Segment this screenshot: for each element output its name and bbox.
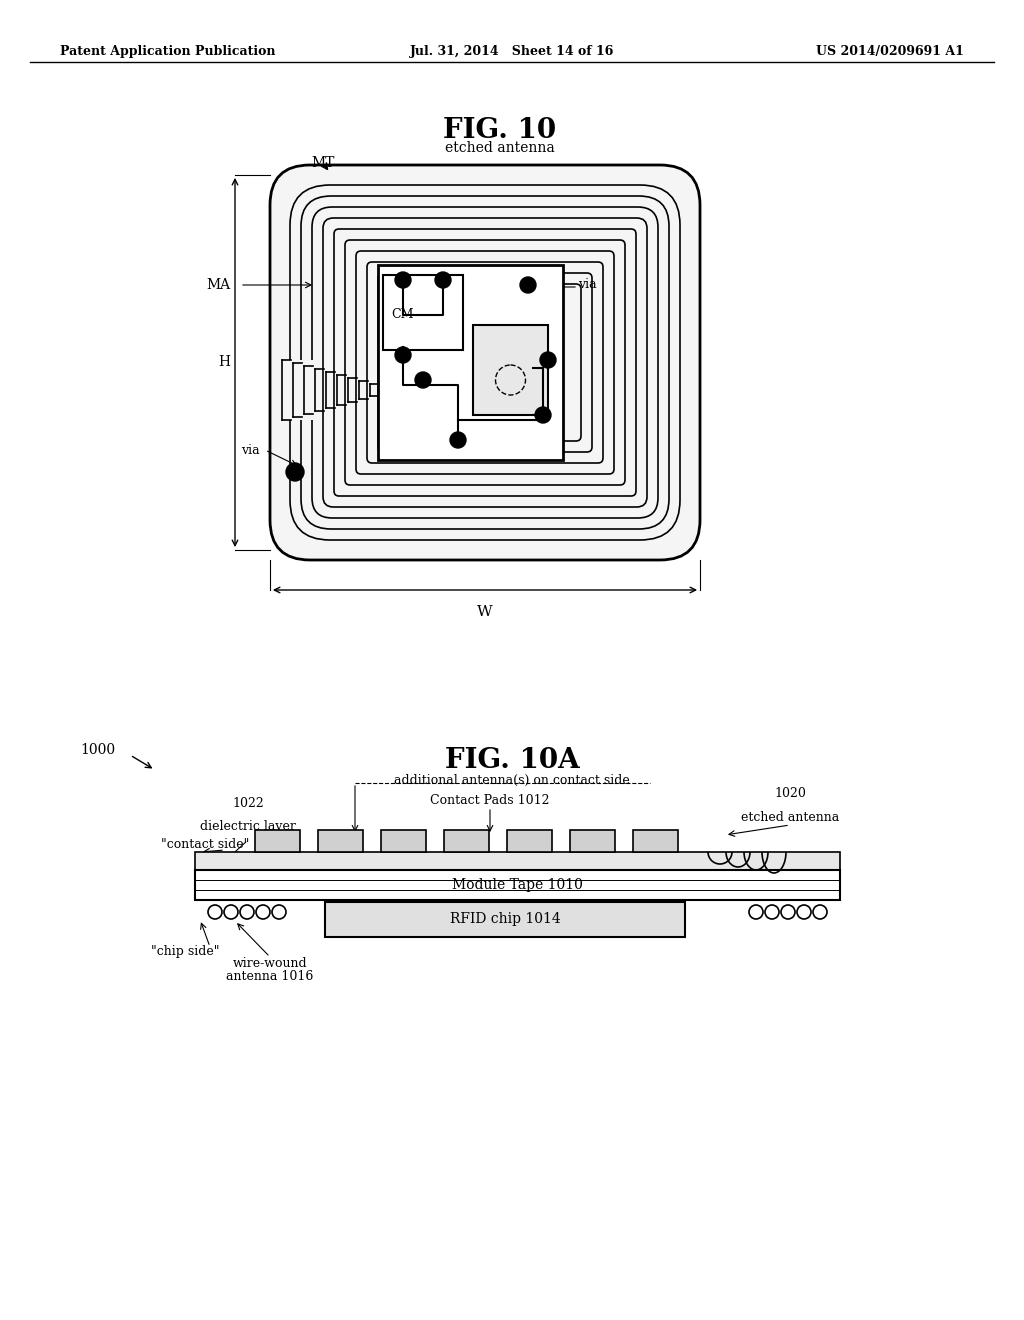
- Text: Patent Application Publication: Patent Application Publication: [60, 45, 275, 58]
- Bar: [285, 360, 319, 420]
- Circle shape: [415, 372, 431, 388]
- Circle shape: [435, 272, 451, 288]
- Bar: [570, 830, 615, 851]
- Circle shape: [535, 407, 551, 422]
- Text: via: via: [578, 279, 597, 292]
- Text: MT: MT: [311, 156, 335, 170]
- Bar: [444, 830, 489, 851]
- Text: MA: MA: [206, 279, 230, 292]
- Circle shape: [540, 352, 556, 368]
- Text: Jul. 31, 2014   Sheet 14 of 16: Jul. 31, 2014 Sheet 14 of 16: [410, 45, 614, 58]
- Circle shape: [520, 277, 536, 293]
- Circle shape: [450, 432, 466, 447]
- Text: 1022: 1022: [232, 797, 264, 810]
- Text: etched antenna: etched antenna: [445, 141, 555, 154]
- Text: Module Tape 1010: Module Tape 1010: [452, 878, 583, 892]
- Bar: [383, 275, 463, 350]
- Circle shape: [395, 272, 411, 288]
- Text: antenna 1016: antenna 1016: [226, 970, 313, 983]
- Text: RFID chip 1014: RFID chip 1014: [450, 912, 560, 927]
- Text: 1020: 1020: [774, 787, 806, 800]
- Bar: [318, 830, 362, 851]
- Text: "contact side": "contact side": [161, 838, 249, 851]
- Bar: [633, 830, 678, 851]
- FancyBboxPatch shape: [270, 165, 700, 560]
- Text: H: H: [218, 355, 230, 370]
- Text: US 2014/0209691 A1: US 2014/0209691 A1: [816, 45, 964, 58]
- Text: via: via: [242, 444, 260, 457]
- Bar: [473, 325, 548, 414]
- Bar: [255, 830, 300, 851]
- Bar: [325, 902, 685, 937]
- Text: CM: CM: [391, 309, 414, 322]
- Text: dielectric layer: dielectric layer: [200, 820, 296, 833]
- Bar: [195, 851, 840, 870]
- Bar: [381, 830, 426, 851]
- Bar: [378, 265, 563, 459]
- Text: etched antenna: etched antenna: [741, 810, 839, 824]
- Circle shape: [395, 347, 411, 363]
- Text: FIG. 10: FIG. 10: [443, 116, 557, 144]
- Text: wire-wound: wire-wound: [232, 957, 307, 970]
- Text: Contact Pads 1012: Contact Pads 1012: [430, 793, 550, 807]
- Text: "chip side": "chip side": [151, 945, 219, 958]
- Text: additional antenna(s) on contact side: additional antenna(s) on contact side: [394, 774, 630, 787]
- Text: W: W: [477, 605, 493, 619]
- Bar: [195, 870, 840, 900]
- Text: 1000: 1000: [80, 743, 115, 756]
- Text: FIG. 10A: FIG. 10A: [444, 747, 580, 774]
- Bar: [507, 830, 552, 851]
- Circle shape: [286, 463, 304, 480]
